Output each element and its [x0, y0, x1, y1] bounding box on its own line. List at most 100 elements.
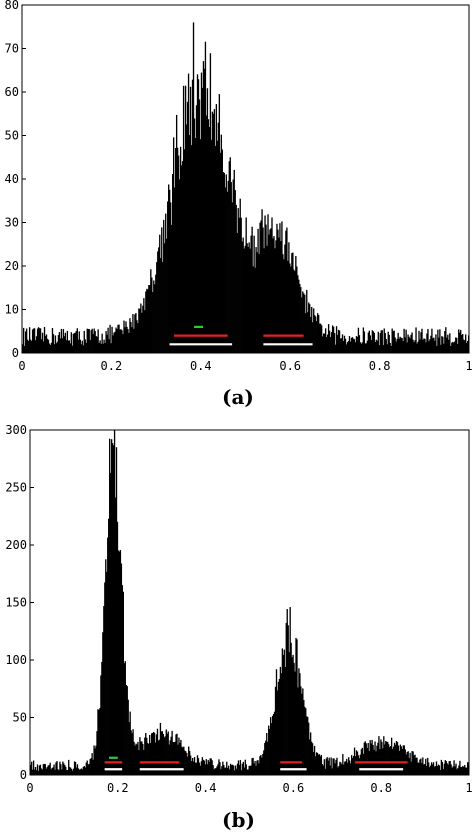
histogram-bar	[88, 329, 90, 353]
histogram-bar	[271, 715, 274, 775]
histogram-bar	[172, 137, 175, 353]
histogram-bar	[422, 339, 424, 353]
histogram-bar	[127, 699, 129, 775]
histogram-bar	[101, 661, 103, 775]
histogram-bar	[95, 336, 97, 353]
histogram-bar	[225, 767, 227, 775]
histogram-bar	[401, 338, 403, 353]
histogram-bar	[436, 765, 439, 775]
histogram-bar	[256, 252, 258, 353]
histogram-bar	[125, 684, 127, 775]
histogram-bar	[208, 127, 211, 353]
histogram-bar	[306, 716, 308, 775]
histogram-bar	[350, 755, 353, 775]
histogram-bar	[285, 230, 287, 353]
histogram-bar	[414, 340, 416, 353]
histogram-bar	[214, 145, 217, 353]
histogram-bar	[77, 339, 79, 353]
histogram-bar	[380, 739, 382, 775]
histogram-bar	[423, 764, 425, 775]
histogram-bar	[142, 743, 144, 775]
histogram-bar	[204, 41, 207, 353]
histogram-bar	[267, 741, 269, 775]
histogram-bar	[137, 741, 139, 775]
histogram-bar	[257, 228, 259, 353]
histogram-bar	[294, 671, 296, 775]
histogram-bar	[159, 234, 161, 353]
histogram-bar	[34, 340, 37, 353]
histogram-bar	[64, 332, 67, 353]
histogram-bar	[449, 760, 451, 775]
histogram-bar	[325, 758, 327, 775]
histogram-bar	[269, 729, 271, 775]
histogram-bar	[192, 761, 195, 775]
histogram-bar	[344, 761, 346, 775]
histogram-bar	[182, 85, 185, 353]
histogram-bar	[177, 155, 180, 353]
histogram-bar	[299, 284, 301, 353]
histogram-bar	[40, 339, 43, 353]
y-tick-label: 30	[5, 216, 19, 230]
x-tick-label: 0.4	[195, 781, 217, 795]
histogram-bar	[341, 764, 343, 775]
histogram-bar	[299, 673, 301, 775]
histogram-bar	[22, 327, 25, 353]
histogram-bar	[457, 768, 459, 775]
histogram-bar	[311, 743, 314, 775]
histogram-bar	[396, 338, 398, 353]
histogram-bar	[216, 766, 218, 775]
histogram-bar	[262, 227, 264, 353]
histogram-bar	[297, 275, 299, 353]
histogram-bar	[252, 266, 254, 353]
histogram-bar	[62, 329, 65, 353]
histogram-bar	[195, 762, 198, 775]
histogram-bar	[61, 769, 63, 775]
histogram-bar	[403, 328, 405, 353]
histogram-bar	[244, 245, 246, 353]
histogram-bar	[273, 711, 276, 775]
histogram-bar	[312, 322, 314, 353]
histogram-bar	[359, 342, 362, 353]
histogram-bar	[69, 343, 72, 353]
y-tick-label: 20	[5, 259, 19, 273]
histogram-bar	[268, 234, 270, 353]
histogram-bar	[75, 331, 77, 353]
histogram-bar	[49, 762, 51, 775]
histogram-bar	[251, 758, 253, 775]
histogram-bar	[264, 742, 266, 775]
histogram-bar	[88, 763, 90, 775]
histogram-bar	[347, 762, 349, 775]
histogram-bar	[239, 760, 242, 775]
histogram-bar	[434, 340, 436, 353]
histogram-bar	[141, 312, 143, 353]
histogram-bar	[223, 764, 225, 775]
histogram-bar	[287, 625, 289, 775]
histogram-bar	[410, 761, 412, 775]
histogram-bar	[151, 732, 154, 775]
histogram-bar	[319, 756, 322, 775]
histogram-bar	[105, 331, 107, 353]
x-tick-label: 0	[26, 781, 33, 795]
histogram-bar	[270, 228, 272, 353]
histogram-bar	[68, 759, 70, 775]
histogram-bar	[240, 217, 242, 353]
histogram-bar	[436, 345, 438, 353]
histogram-bar	[416, 343, 418, 353]
histogram-bar	[467, 762, 469, 775]
histogram-bar	[46, 767, 48, 775]
histogram-bar	[242, 237, 244, 353]
histogram-bar	[395, 341, 397, 353]
histogram-bar	[135, 743, 137, 775]
histogram-bar	[458, 329, 460, 353]
histogram-bar	[54, 335, 57, 353]
histogram-bar	[329, 765, 331, 775]
histogram-bar	[222, 761, 224, 775]
histogram-bar	[312, 752, 315, 775]
histogram-bar	[430, 335, 432, 353]
histogram-bar	[454, 766, 456, 775]
histogram-bar	[158, 247, 160, 353]
histogram-bar	[315, 316, 317, 353]
histogram-bar	[103, 606, 105, 775]
histogram-bar	[365, 743, 367, 775]
histogram-bar	[99, 340, 101, 353]
